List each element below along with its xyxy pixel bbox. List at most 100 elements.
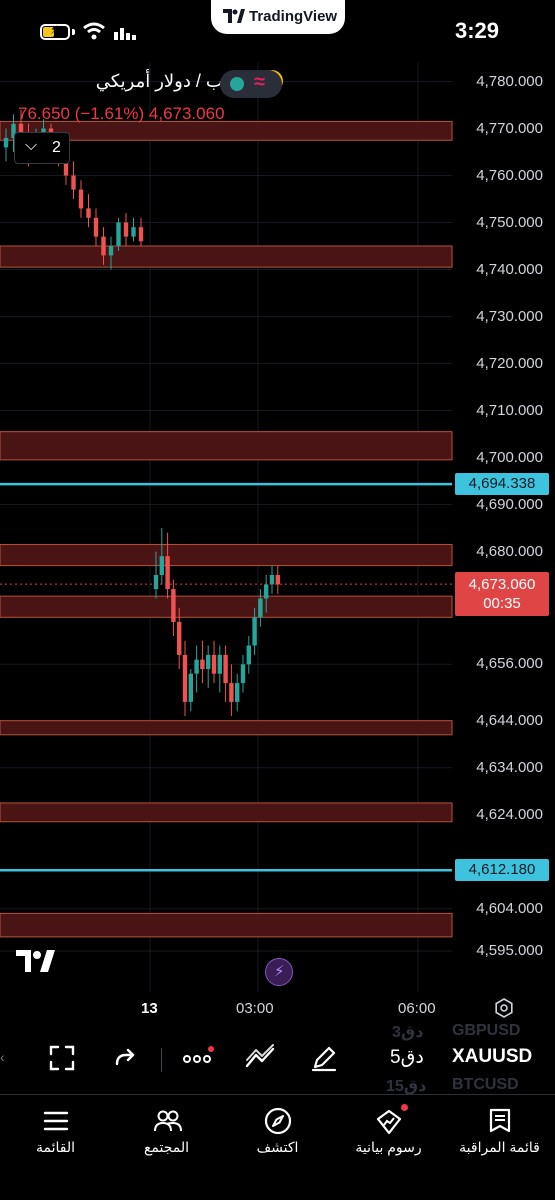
candle-body — [240, 664, 246, 684]
candle-body — [123, 222, 129, 237]
supply-demand-zone — [0, 595, 453, 618]
current-price-tag: 4,673.060 00:35 — [455, 572, 549, 617]
nav-label: المجتمع — [143, 1139, 190, 1155]
market-status-badge[interactable]: ≈ — [220, 70, 282, 98]
nav-charts[interactable]: رسوم بيانية — [333, 1095, 444, 1175]
candle-body — [235, 683, 240, 702]
nav-community[interactable]: المجتمع — [111, 1095, 222, 1175]
supply-demand-zone — [0, 802, 453, 823]
chevron-down-icon: ⌵ — [25, 137, 38, 154]
tradingview-pill[interactable]: TradingView — [211, 0, 345, 34]
symbol-selector[interactable]: XAUUSD — [452, 1046, 533, 1067]
indicators-count: 2 — [52, 139, 61, 156]
supply-demand-zone — [0, 120, 453, 141]
fullscreen-icon[interactable] — [48, 1044, 76, 1072]
price-axis-label: 4,604.000 — [476, 899, 543, 917]
price-axis-label: 4,644.000 — [476, 711, 543, 729]
watchlist-prev-timeframe: 3دق — [392, 1024, 424, 1041]
nav-label: القائمة — [36, 1139, 75, 1155]
toolbar-separator — [161, 1048, 162, 1072]
battery-tip — [72, 29, 75, 35]
price-axis-label: 4,720.000 — [476, 354, 543, 372]
chart-settings-icon[interactable] — [494, 998, 514, 1018]
nav-watchlist[interactable]: قائمة المراقبة — [444, 1095, 555, 1175]
candle-body — [229, 683, 234, 702]
status-time: 3:29 — [454, 18, 499, 43]
price-axis-label: 4,690.000 — [476, 495, 543, 513]
horizontal-line-price-tag-lower[interactable]: 4,612.180 — [455, 859, 549, 882]
redo-icon[interactable] — [112, 1044, 138, 1072]
candle-body — [171, 589, 176, 622]
price-axis-label: 4,750.000 — [476, 213, 543, 231]
battery-charging-icon: ⚡ — [40, 23, 70, 40]
watchlist-prev-symbol[interactable]: GBPUSD — [452, 1022, 521, 1039]
price-axis-label: 4,770.000 — [476, 119, 543, 137]
current-price-value: 4,673.060 — [468, 576, 536, 594]
candle-body — [101, 236, 106, 256]
candle-body — [188, 673, 193, 702]
pen-icon[interactable] — [310, 1044, 338, 1072]
candle-body — [275, 575, 280, 585]
price-axis-label: 4,760.000 — [476, 166, 543, 184]
candle-body — [78, 189, 84, 209]
candle-body — [264, 584, 269, 599]
candle-body — [11, 123, 16, 138]
compass-icon — [264, 1107, 292, 1135]
lightning-icon: ⚡ — [274, 963, 285, 980]
bottom-navigation: قائمة المراقبة رسوم بيانية اكتشف المجتمع… — [0, 1094, 555, 1200]
candle-body — [177, 622, 182, 655]
price-axis-label: 4,710.000 — [476, 401, 543, 419]
battery-level-fill — [43, 27, 54, 37]
candle-body — [223, 654, 228, 684]
price-axis-label: 4,680.000 — [476, 542, 543, 560]
quick-trade-button[interactable]: ⚡ — [265, 958, 293, 986]
candle-body — [86, 208, 91, 218]
candle-body — [93, 217, 99, 237]
time-axis-label: 03:00 — [236, 1000, 274, 1017]
chart-area[interactable]: 4,780.000 4,770.000 4,760.000 4,750.000 4,74… — [0, 62, 555, 992]
charts-icon — [376, 1109, 402, 1135]
supply-demand-zone — [0, 431, 453, 461]
time-axis[interactable]: 13 03:00 06:00 — [0, 992, 555, 1024]
timeframe-selector[interactable]: 5دق — [390, 1047, 424, 1068]
price-axis-label: 4,730.000 — [476, 307, 543, 325]
watchlist-next-timeframe: 15دق — [386, 1078, 427, 1095]
bolt-icon: ⚡ — [50, 23, 59, 37]
time-axis-label: 13 — [141, 1000, 158, 1017]
candle-body — [246, 645, 251, 665]
candle-body — [258, 598, 263, 618]
candle-body — [116, 222, 121, 246]
candle-body — [217, 654, 222, 674]
candle-body — [182, 654, 188, 702]
candle-body — [131, 227, 136, 237]
nav-label: رسوم بيانية — [355, 1139, 422, 1155]
candle-body — [252, 617, 257, 646]
price-axis-label: 4,780.000 — [476, 72, 543, 90]
price-chart[interactable] — [0, 62, 555, 992]
candle-countdown: 00:35 — [483, 595, 521, 613]
status-bar: ⚡ TradingView 3:29 — [0, 0, 555, 62]
candle-body — [269, 575, 275, 585]
drawing-tools-icon[interactable] — [244, 1044, 276, 1072]
candle-body — [138, 227, 144, 242]
price-axis-label: 4,656.000 — [476, 655, 543, 673]
nav-explore[interactable]: اكتشف — [222, 1095, 333, 1175]
nav-label: قائمة المراقبة — [459, 1139, 540, 1155]
watchlist-next-symbol[interactable]: BTCUSD — [452, 1076, 519, 1093]
more-icon[interactable] — [182, 1044, 214, 1072]
menu-icon — [43, 1111, 69, 1131]
indicators-collapse-button[interactable]: ⌵ 2 — [14, 132, 70, 164]
candle-body — [153, 575, 159, 590]
signal-icon — [114, 28, 136, 40]
candle-body — [200, 659, 205, 669]
tradingview-pill-label: TradingView — [249, 8, 338, 25]
tradingview-watermark-icon — [16, 950, 55, 972]
price-axis-label: 4,740.000 — [476, 260, 543, 278]
nav-menu[interactable]: القائمة — [0, 1095, 111, 1175]
candle-body — [211, 654, 217, 674]
notification-dot-icon — [401, 1104, 408, 1111]
horizontal-line-price-tag-upper[interactable]: 4,694.338 — [455, 473, 549, 496]
wifi-icon — [83, 22, 105, 40]
indicator-wave-icon: ≈ — [254, 71, 265, 93]
time-axis-label: 06:00 — [398, 1000, 436, 1017]
